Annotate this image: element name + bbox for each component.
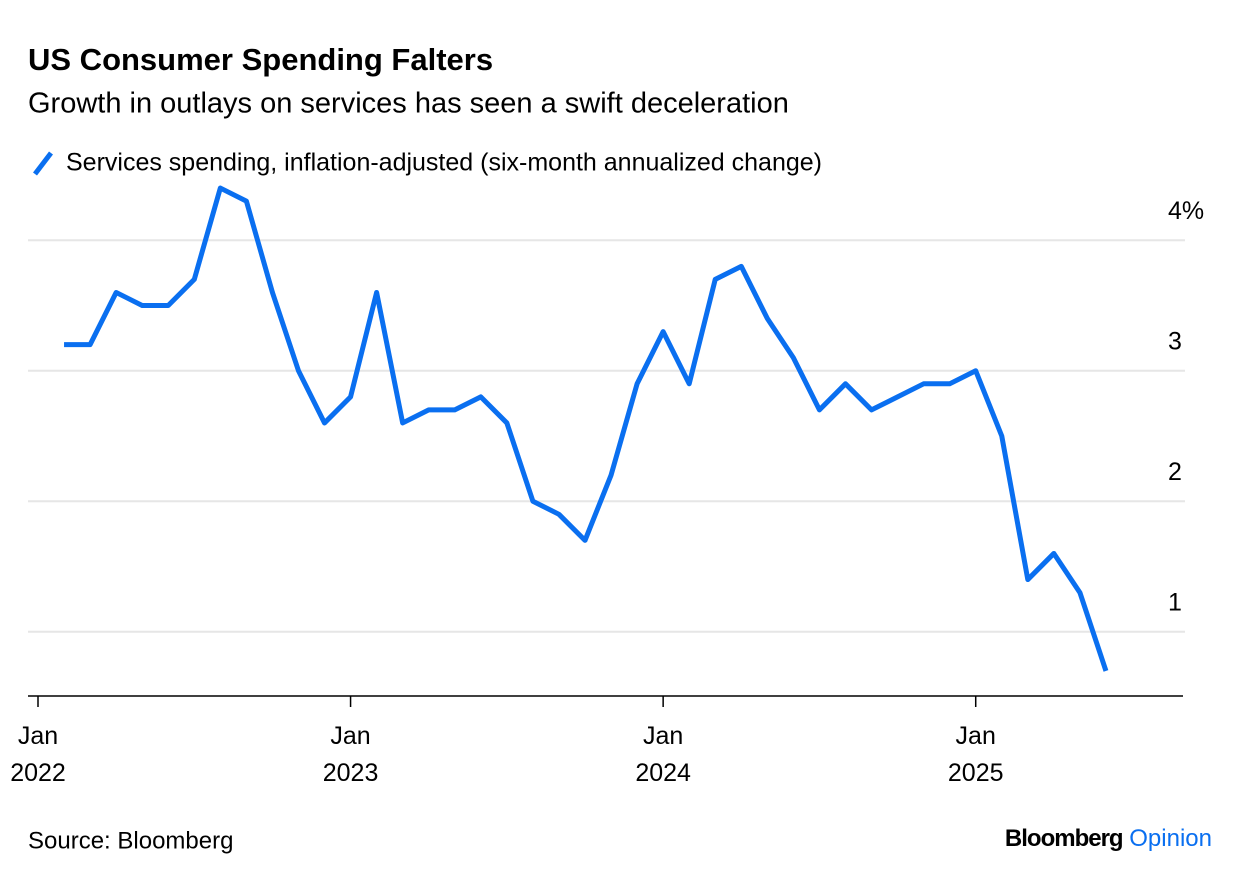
x-tick-label-line: 2024 [635, 759, 691, 787]
x-tick-label: Jan 2023 [323, 722, 379, 787]
data-line [64, 185, 1109, 672]
x-tick-label: Jan 2022 [10, 722, 66, 787]
x-tick-label-line: Jan [956, 722, 996, 750]
x-tick-label-line: Jan [330, 722, 370, 750]
y-tick-label: 2 [1168, 458, 1182, 486]
x-tick-label: Jan 2025 [948, 722, 1004, 787]
x-tick-label: Jan 2024 [635, 722, 691, 787]
brand-name: Bloomberg [1005, 825, 1123, 852]
x-tick-label-line: 2025 [948, 759, 1004, 787]
chart-subtitle: Growth in outlays on services has seen a… [28, 88, 789, 120]
legend-swatch [33, 151, 53, 176]
brand-section: Opinion [1129, 825, 1212, 852]
x-tick-label-line: Jan [643, 722, 683, 750]
legend-label: Services spending, inflation-adjusted (s… [66, 149, 822, 177]
y-tick-label: 1 [1168, 588, 1182, 616]
y-tick-label: 4% [1168, 197, 1204, 225]
x-tick-label-line: 2022 [10, 759, 66, 787]
x-tick-label-line: 2023 [323, 759, 379, 787]
brand: Bloomberg Opinion [1005, 825, 1212, 852]
source: Source: Bloomberg [28, 827, 233, 854]
chart-title: US Consumer Spending Falters [28, 42, 493, 77]
y-tick-label: 3 [1168, 327, 1182, 355]
x-tick-label-line: Jan [18, 722, 58, 750]
